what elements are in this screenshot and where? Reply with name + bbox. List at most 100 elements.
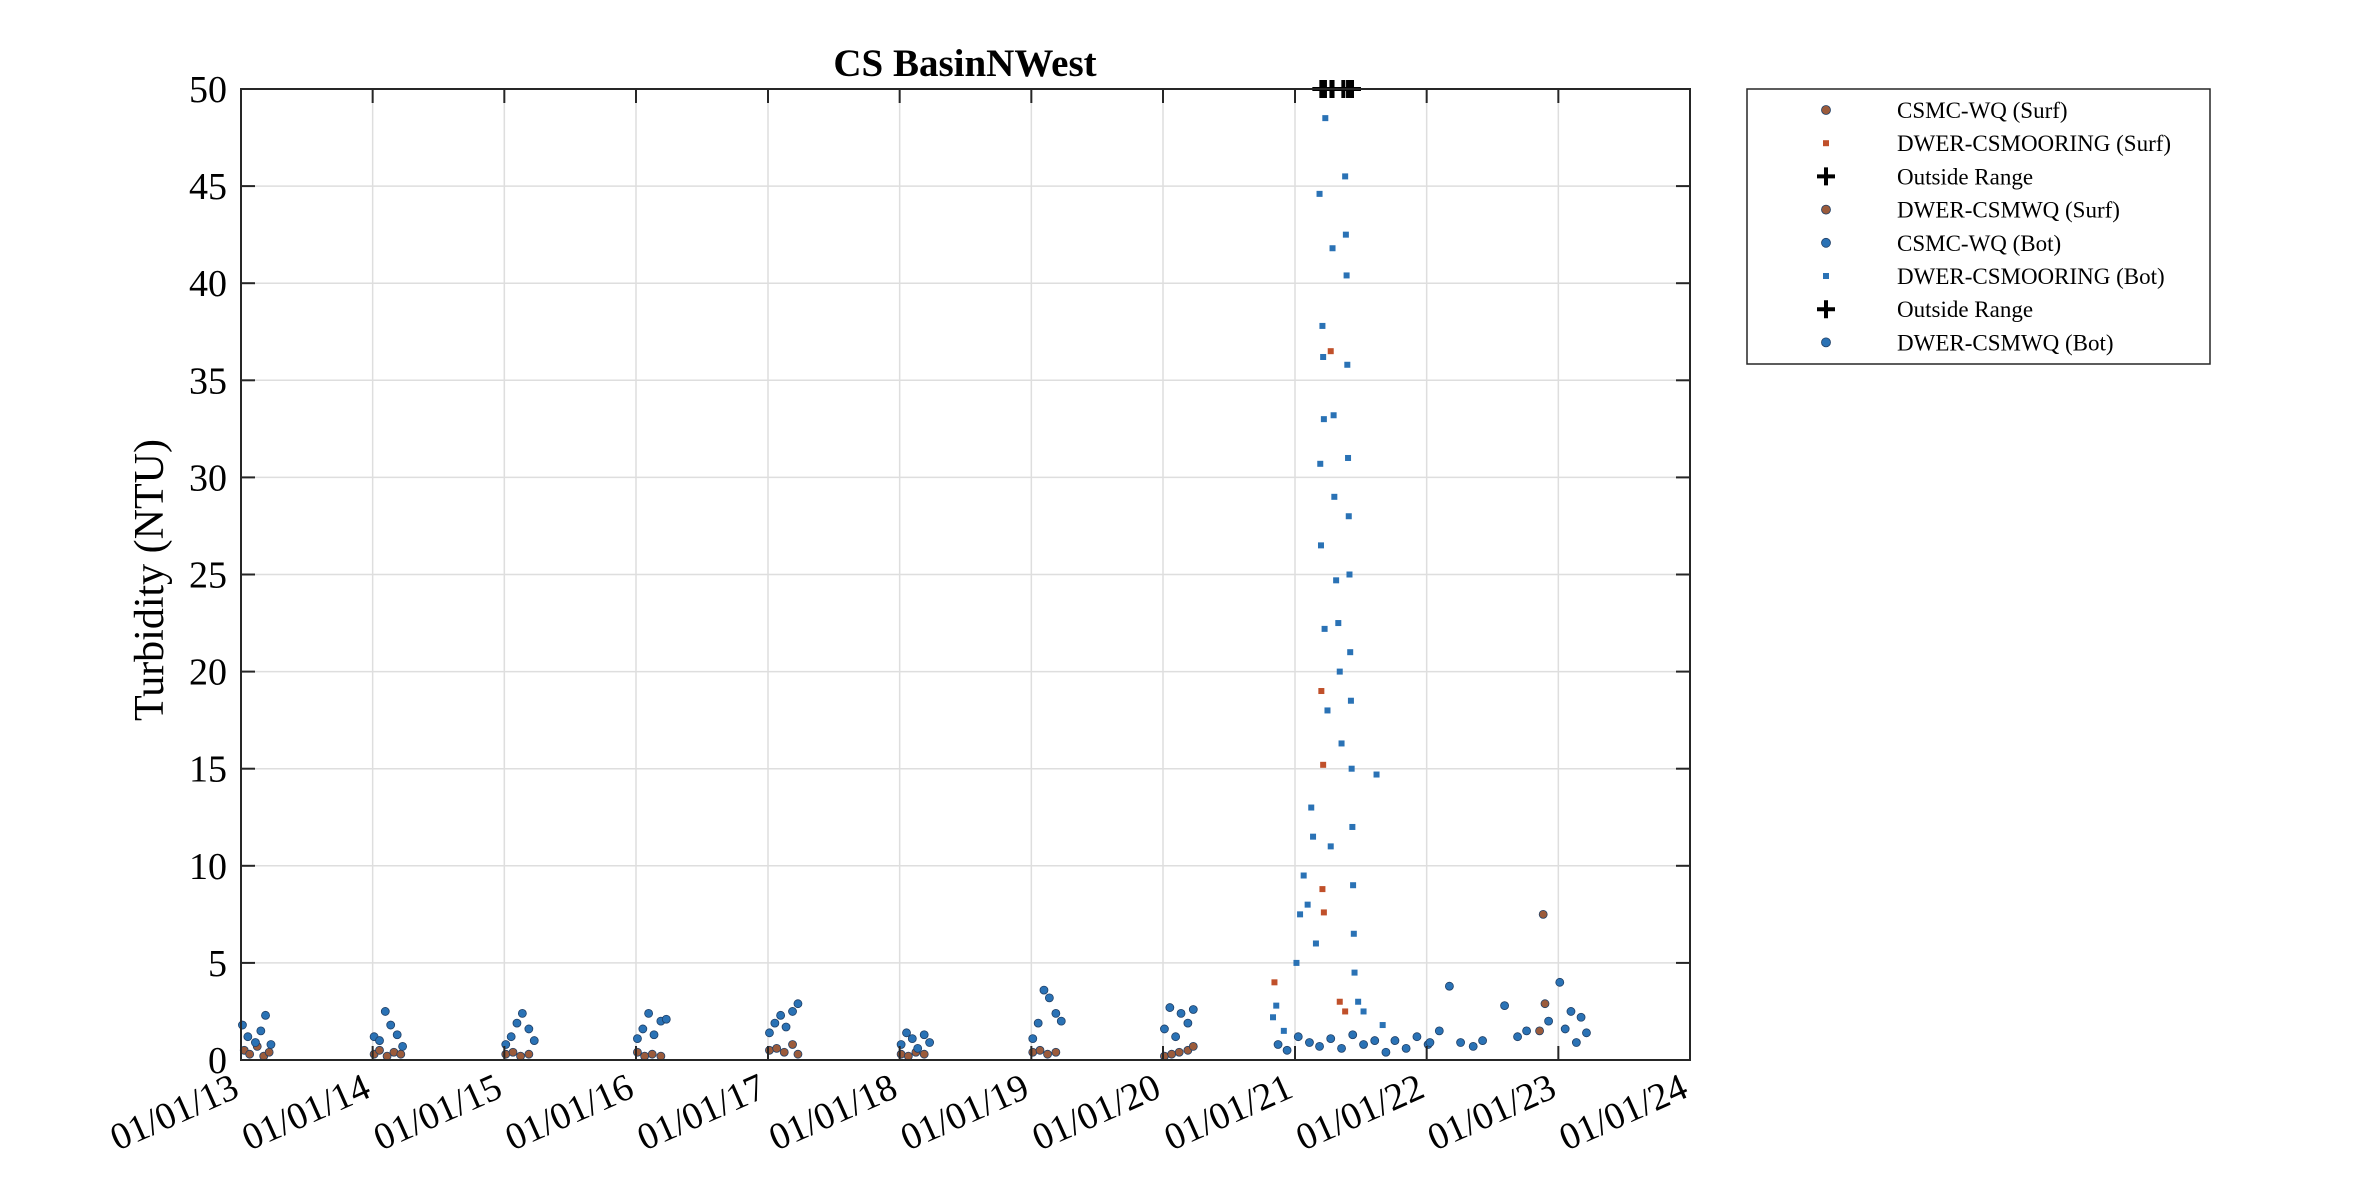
data-point — [1035, 1045, 1045, 1055]
data-point — [1028, 1047, 1038, 1057]
data-point — [1576, 1012, 1586, 1022]
data-point — [919, 1049, 929, 1059]
legend: CSMC-WQ (Surf) DWER-CSMOORING (Surf) Outsi… — [1746, 88, 2211, 365]
data-point — [1056, 1016, 1066, 1026]
data-point — [1188, 1005, 1198, 1014]
legend-label: DWER-CSMWQ (Bot) — [1897, 330, 2114, 355]
data-point — [1500, 1001, 1509, 1011]
series-1 — [1271, 348, 1349, 1015]
data-point — [1381, 1047, 1391, 1057]
data-point — [913, 1043, 923, 1053]
data-point — [1160, 1051, 1169, 1061]
data-point — [925, 1038, 935, 1047]
data-point — [1039, 985, 1049, 995]
data-point — [1347, 697, 1354, 704]
legend-marker — [1821, 105, 1831, 115]
data-point — [512, 1018, 522, 1028]
data-point — [1540, 999, 1550, 1009]
data-point — [261, 1010, 270, 1020]
data-point — [1330, 412, 1337, 419]
data-point — [386, 1020, 396, 1030]
data-point — [506, 1032, 516, 1042]
data-point — [644, 1008, 654, 1018]
data-point — [640, 1051, 650, 1061]
data-point — [1327, 348, 1334, 355]
data-point — [1318, 688, 1325, 695]
data-point — [1174, 1047, 1184, 1057]
data-point — [1342, 231, 1349, 238]
data-point — [793, 1049, 803, 1059]
y-axis-label: Turbidity (NTU) — [127, 439, 173, 721]
data-point — [392, 1030, 402, 1040]
data-point — [1319, 322, 1326, 329]
data-point — [256, 1026, 266, 1036]
data-point — [1425, 1038, 1435, 1047]
data-point — [1317, 542, 1324, 549]
data-point — [1324, 707, 1331, 714]
data-point — [1310, 833, 1317, 840]
data-point — [1160, 1024, 1169, 1034]
data-point — [501, 1049, 511, 1059]
data-point — [1513, 1032, 1522, 1042]
data-point — [661, 1014, 671, 1024]
data-point — [1320, 761, 1327, 768]
data-point — [1359, 1040, 1368, 1049]
data-point — [1337, 1043, 1346, 1053]
data-point — [633, 1047, 642, 1057]
legend-marker — [1821, 337, 1831, 348]
legend-marker — [1823, 140, 1829, 147]
data-point — [1271, 979, 1278, 986]
data-point — [779, 1047, 789, 1057]
data-point — [1344, 361, 1351, 368]
y-tick-label: 5 — [208, 943, 227, 985]
data-point — [1317, 460, 1324, 467]
data-point — [919, 1030, 929, 1040]
data-point — [1331, 493, 1338, 500]
data-point — [770, 1018, 780, 1028]
data-point — [1336, 998, 1343, 1005]
data-point — [264, 1047, 274, 1057]
y-tick-labels: 0 5 10 15 20 25 30 35 40 45 50 — [189, 69, 227, 1082]
data-point — [788, 1040, 797, 1049]
data-point — [508, 1047, 518, 1057]
data-point — [1167, 1049, 1177, 1059]
data-point — [781, 1022, 791, 1032]
legend-marker — [1821, 237, 1831, 248]
data-point — [1412, 1032, 1422, 1042]
data-point — [1560, 1024, 1570, 1034]
data-point — [1300, 872, 1307, 879]
data-point — [647, 1049, 657, 1059]
y-tick-label: 40 — [189, 263, 227, 305]
data-point — [375, 1036, 384, 1045]
legend-marker — [1817, 167, 1835, 186]
data-point — [380, 1007, 390, 1016]
data-point — [1522, 1026, 1531, 1036]
data-point — [1321, 625, 1328, 632]
data-point — [1434, 1026, 1444, 1036]
data-point — [1319, 886, 1326, 893]
data-point — [529, 1036, 539, 1045]
data-point — [765, 1045, 774, 1055]
chart-title: CS BasinNWest — [833, 42, 1096, 85]
data-point — [1379, 1022, 1386, 1029]
data-point — [633, 1034, 642, 1044]
data-point — [1351, 969, 1358, 976]
data-point — [907, 1034, 917, 1044]
legend-label: Outside Range — [1897, 164, 2033, 189]
data-point — [243, 1032, 253, 1042]
data-point — [1305, 1038, 1314, 1047]
data-point — [1282, 1045, 1292, 1055]
y-tick-label: 35 — [189, 360, 227, 402]
data-point — [638, 1024, 648, 1034]
legend-label: CSMC-WQ (Bot) — [1897, 231, 2061, 256]
y-tick-label: 10 — [189, 846, 227, 888]
data-point — [1342, 1008, 1349, 1015]
data-point — [1312, 940, 1319, 947]
legend-marker — [1821, 204, 1831, 215]
data-point — [1445, 981, 1454, 991]
data-point — [1478, 1036, 1487, 1045]
data-point — [1350, 930, 1357, 937]
data-point — [375, 1045, 384, 1055]
data-point — [1345, 513, 1352, 520]
data-point — [517, 1008, 527, 1018]
